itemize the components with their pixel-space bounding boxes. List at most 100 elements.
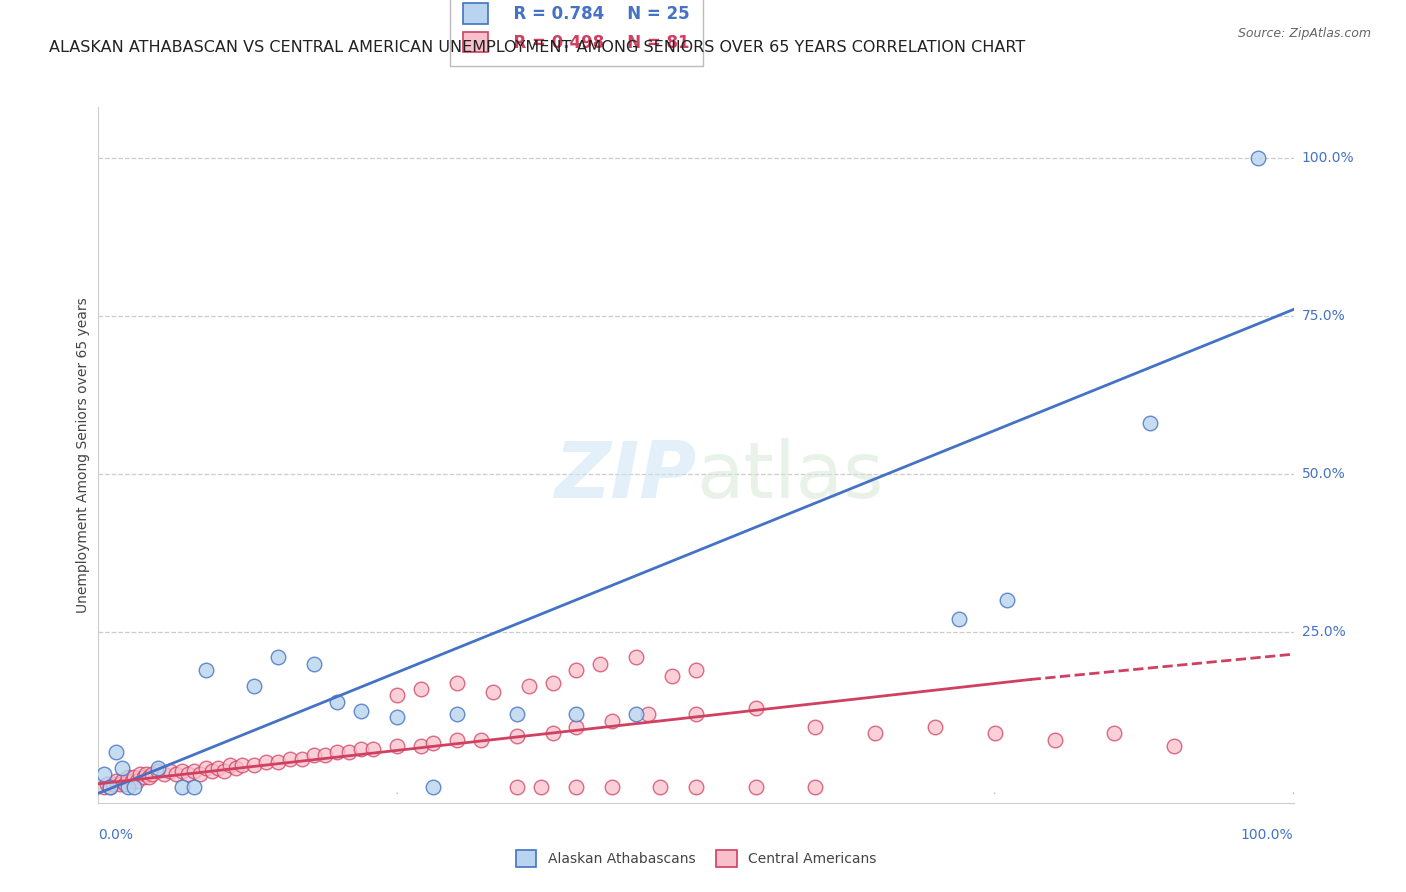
- Point: [1163, 739, 1185, 753]
- Point: [385, 688, 409, 702]
- Point: [481, 685, 505, 699]
- Point: [302, 748, 325, 763]
- Point: [121, 773, 143, 788]
- Point: [153, 767, 176, 781]
- Point: [565, 707, 588, 722]
- Point: [350, 704, 373, 718]
- Text: ALASKAN ATHABASCAN VS CENTRAL AMERICAN UNEMPLOYMENT AMONG SENIORS OVER 65 YEARS : ALASKAN ATHABASCAN VS CENTRAL AMERICAN U…: [49, 40, 1025, 55]
- Text: atlas: atlas: [696, 438, 883, 514]
- Point: [117, 780, 139, 794]
- Point: [924, 720, 946, 734]
- Point: [267, 755, 290, 769]
- Point: [111, 761, 134, 775]
- Point: [165, 767, 187, 781]
- Point: [541, 675, 564, 690]
- Point: [589, 657, 612, 671]
- Point: [1104, 726, 1126, 740]
- Text: Source: ZipAtlas.com: Source: ZipAtlas.com: [1237, 27, 1371, 40]
- Point: [188, 767, 211, 781]
- Point: [138, 771, 160, 785]
- Point: [219, 757, 242, 772]
- Point: [98, 780, 122, 794]
- Point: [602, 714, 624, 728]
- Point: [626, 650, 648, 665]
- Point: [626, 707, 648, 722]
- Point: [98, 780, 122, 794]
- Point: [172, 764, 194, 779]
- Point: [141, 767, 163, 781]
- Point: [804, 780, 827, 794]
- Point: [207, 761, 229, 775]
- Point: [132, 771, 155, 785]
- Text: 0.0%: 0.0%: [98, 828, 134, 842]
- Point: [506, 780, 529, 794]
- Point: [363, 742, 385, 756]
- Point: [1247, 151, 1270, 165]
- Point: [422, 736, 444, 750]
- Point: [422, 780, 444, 794]
- Text: 100.0%: 100.0%: [1302, 151, 1354, 165]
- Point: [411, 681, 433, 696]
- Point: [302, 657, 325, 671]
- Point: [1043, 732, 1066, 747]
- Point: [105, 773, 128, 788]
- Point: [195, 663, 218, 677]
- Point: [326, 745, 349, 759]
- Point: [195, 761, 218, 775]
- Point: [278, 751, 301, 765]
- Text: 75.0%: 75.0%: [1302, 309, 1346, 323]
- Point: [685, 663, 707, 677]
- Point: [648, 780, 672, 794]
- Point: [565, 720, 588, 734]
- Point: [661, 669, 683, 683]
- Point: [114, 777, 136, 791]
- Legend: Alaskan Athabascans, Central Americans: Alaskan Athabascans, Central Americans: [510, 845, 882, 872]
- Point: [685, 780, 707, 794]
- Text: ZIP: ZIP: [554, 438, 696, 514]
- Point: [124, 771, 146, 785]
- Point: [446, 732, 468, 747]
- Point: [135, 767, 157, 781]
- Point: [745, 701, 768, 715]
- Point: [101, 777, 124, 791]
- Point: [243, 679, 266, 693]
- Point: [291, 751, 314, 765]
- Point: [243, 757, 266, 772]
- Point: [183, 780, 205, 794]
- Point: [326, 695, 349, 709]
- Point: [93, 780, 115, 794]
- Point: [125, 773, 148, 788]
- Point: [267, 650, 290, 665]
- Point: [530, 780, 553, 794]
- Text: 100.0%: 100.0%: [1241, 828, 1294, 842]
- Point: [637, 707, 659, 722]
- Point: [225, 761, 247, 775]
- Point: [948, 612, 970, 626]
- Point: [254, 755, 277, 769]
- Point: [177, 767, 200, 781]
- Point: [446, 707, 468, 722]
- Point: [385, 710, 409, 724]
- Point: [446, 675, 468, 690]
- Point: [148, 761, 170, 775]
- Point: [148, 764, 170, 779]
- Point: [212, 764, 235, 779]
- Point: [96, 777, 118, 791]
- Text: 50.0%: 50.0%: [1302, 467, 1346, 481]
- Point: [745, 780, 768, 794]
- Point: [129, 767, 152, 781]
- Point: [105, 745, 128, 759]
- Point: [315, 748, 337, 763]
- Point: [1139, 417, 1161, 431]
- Point: [541, 726, 564, 740]
- Point: [231, 757, 253, 772]
- Point: [984, 726, 1007, 740]
- Point: [124, 780, 146, 794]
- Point: [411, 739, 433, 753]
- Point: [565, 663, 588, 677]
- Y-axis label: Unemployment Among Seniors over 65 years: Unemployment Among Seniors over 65 years: [76, 297, 90, 613]
- Point: [565, 780, 588, 794]
- Point: [995, 593, 1018, 607]
- Point: [172, 780, 194, 794]
- Text: 25.0%: 25.0%: [1302, 625, 1346, 639]
